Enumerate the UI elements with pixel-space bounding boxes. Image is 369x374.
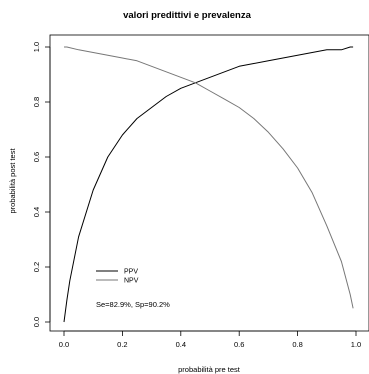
- series-line-npv: [64, 46, 354, 309]
- legend-label-npv: NPV: [124, 278, 139, 285]
- x-tick-label: 0.8: [292, 340, 302, 349]
- y-tick-label: 0.2: [32, 262, 41, 272]
- series-layer: [63, 46, 354, 323]
- legend: PPV NPV: [96, 269, 139, 285]
- legend-label-ppv: PPV: [124, 269, 138, 276]
- y-tick-label: 0.8: [32, 97, 41, 107]
- x-axis-label: probabilità pre test: [178, 365, 241, 374]
- x-tick-label: 0.2: [117, 340, 127, 349]
- x-tick-label: 0.4: [176, 340, 186, 349]
- y-axis-label: probabilità post test: [8, 148, 17, 214]
- x-axis: 0.0 0.2 0.4 0.6 0.8 1.0: [59, 330, 361, 349]
- series-line-ppv: [63, 46, 354, 323]
- plot-frame: [49, 34, 369, 332]
- y-tick-label: 0.4: [32, 207, 41, 217]
- x-tick-label: 1.0: [351, 340, 361, 349]
- y-tick-label: 0.0: [32, 317, 41, 327]
- chart-title: valori predittivi e prevalenza: [123, 10, 251, 21]
- x-tick-label: 0.6: [234, 340, 244, 349]
- y-axis: 0.0 0.2 0.4 0.6 0.8 1.0: [32, 42, 51, 327]
- y-tick-label: 1.0: [32, 42, 41, 52]
- x-tick-label: 0.0: [59, 340, 69, 349]
- y-tick-label: 0.6: [32, 152, 41, 162]
- stats-annotation: Se=82.9%, Sp=90.2%: [96, 300, 170, 309]
